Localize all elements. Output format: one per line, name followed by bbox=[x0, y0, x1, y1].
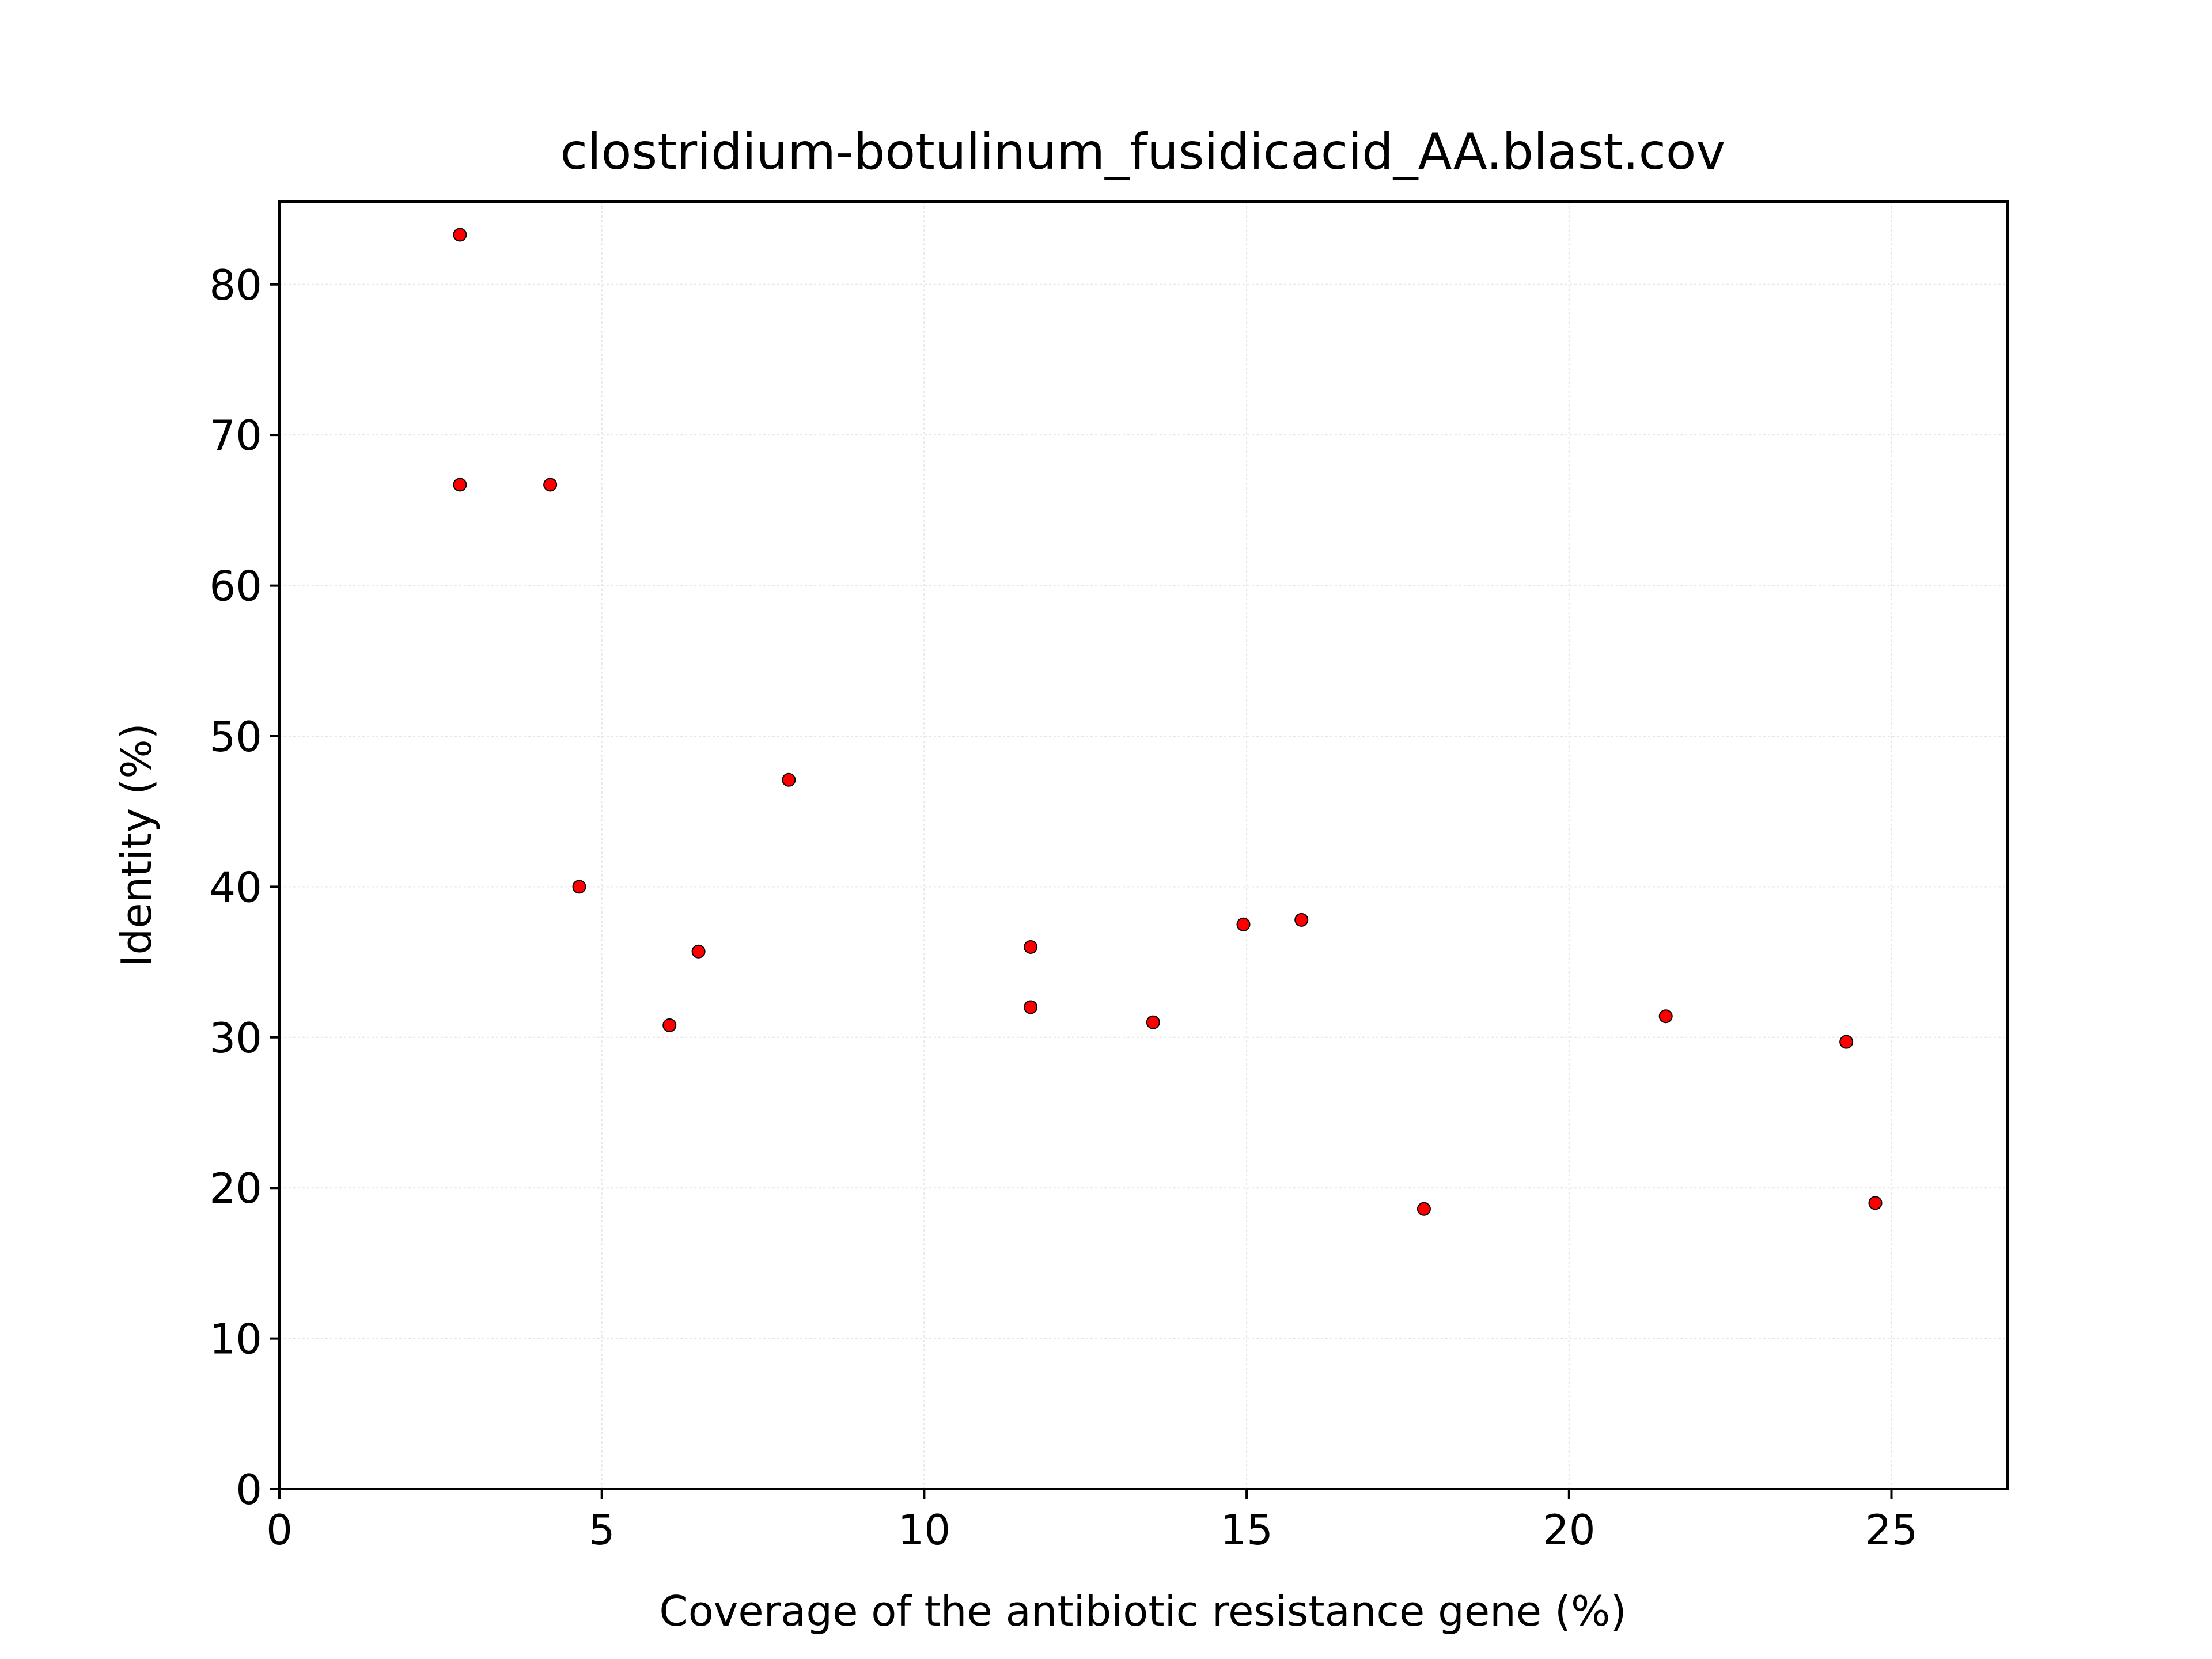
data-point bbox=[1658, 1009, 1673, 1024]
y-tick-label: 10 bbox=[209, 1315, 262, 1363]
data-point bbox=[453, 228, 467, 242]
data-point bbox=[662, 1018, 677, 1032]
data-point bbox=[1236, 917, 1251, 931]
y-tick-label: 80 bbox=[209, 261, 262, 309]
y-tick-label: 40 bbox=[209, 863, 262, 911]
chart-title: clostridium-botulinum_fusidicacid_AA.bla… bbox=[560, 123, 1726, 181]
y-tick-label: 20 bbox=[209, 1164, 262, 1213]
data-point bbox=[782, 772, 796, 787]
y-tick-label: 70 bbox=[209, 411, 262, 460]
y-axis-label: Identity (%) bbox=[112, 723, 161, 967]
data-points bbox=[453, 228, 1883, 1216]
data-point bbox=[453, 478, 467, 492]
data-point bbox=[1839, 1035, 1854, 1049]
y-tick-label: 60 bbox=[209, 562, 262, 611]
x-tick-label: 5 bbox=[589, 1506, 615, 1554]
data-point bbox=[1416, 1202, 1431, 1216]
data-point bbox=[1294, 912, 1309, 927]
data-point bbox=[1868, 1196, 1883, 1210]
y-tick-label: 0 bbox=[236, 1465, 262, 1514]
x-axis-label: Coverage of the antibiotic resistance ge… bbox=[659, 1587, 1626, 1635]
data-point bbox=[1024, 940, 1038, 954]
x-tick-label: 20 bbox=[1543, 1506, 1596, 1554]
y-tick-label: 50 bbox=[209, 713, 262, 761]
y-tick-label: 30 bbox=[209, 1014, 262, 1062]
data-point bbox=[691, 944, 706, 959]
grid-lines bbox=[279, 202, 2008, 1490]
x-tick-label: 15 bbox=[1220, 1506, 1273, 1554]
data-point bbox=[1024, 1000, 1038, 1014]
x-tick-label: 10 bbox=[898, 1506, 951, 1554]
data-point bbox=[572, 880, 586, 894]
x-tick-label: 25 bbox=[1865, 1506, 1918, 1554]
x-tick-label: 0 bbox=[266, 1506, 293, 1554]
plot-area-frame bbox=[278, 200, 2009, 1490]
axis-ticks: 0 5 10 15 20 25 0 10 20 30 40 50 60 70 80 bbox=[209, 261, 1918, 1554]
data-point bbox=[543, 478, 558, 492]
data-point bbox=[1146, 1015, 1160, 1029]
